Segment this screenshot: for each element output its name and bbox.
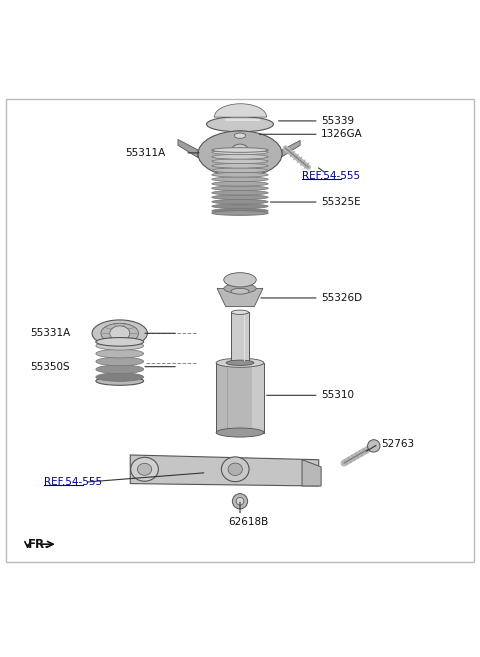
Ellipse shape xyxy=(92,320,147,347)
Ellipse shape xyxy=(96,373,144,381)
Circle shape xyxy=(236,497,244,505)
Polygon shape xyxy=(302,460,321,486)
Ellipse shape xyxy=(224,284,256,293)
Polygon shape xyxy=(282,141,300,157)
Ellipse shape xyxy=(96,365,144,374)
Ellipse shape xyxy=(230,144,250,164)
Text: 55331A: 55331A xyxy=(30,328,70,338)
Text: 52763: 52763 xyxy=(381,439,414,449)
Ellipse shape xyxy=(96,342,144,350)
Ellipse shape xyxy=(235,148,245,160)
Ellipse shape xyxy=(96,338,144,346)
Ellipse shape xyxy=(212,154,268,159)
Text: 1326GA: 1326GA xyxy=(321,129,363,139)
Text: 55326D: 55326D xyxy=(321,293,362,303)
Circle shape xyxy=(232,493,248,509)
Text: 55339: 55339 xyxy=(321,116,354,126)
Polygon shape xyxy=(216,363,264,432)
Ellipse shape xyxy=(212,204,268,209)
Ellipse shape xyxy=(212,195,268,200)
Ellipse shape xyxy=(206,116,274,132)
Ellipse shape xyxy=(212,164,268,168)
Ellipse shape xyxy=(212,172,268,177)
Ellipse shape xyxy=(137,463,152,475)
Polygon shape xyxy=(130,455,319,486)
Ellipse shape xyxy=(212,211,268,215)
Ellipse shape xyxy=(212,148,268,152)
Ellipse shape xyxy=(212,191,268,195)
Ellipse shape xyxy=(216,358,264,367)
Ellipse shape xyxy=(231,288,249,294)
Text: 55325E: 55325E xyxy=(321,197,361,207)
Ellipse shape xyxy=(212,208,268,213)
Ellipse shape xyxy=(96,376,144,385)
Text: REF.54-555: REF.54-555 xyxy=(302,171,360,181)
Text: FR.: FR. xyxy=(28,537,49,551)
Polygon shape xyxy=(178,139,198,158)
Ellipse shape xyxy=(234,133,246,139)
Ellipse shape xyxy=(212,200,268,204)
Ellipse shape xyxy=(212,150,268,154)
Ellipse shape xyxy=(198,131,282,177)
Ellipse shape xyxy=(229,131,251,141)
Text: REF.54-555: REF.54-555 xyxy=(44,477,102,487)
Ellipse shape xyxy=(212,159,268,164)
Text: 55311A: 55311A xyxy=(125,148,166,158)
Ellipse shape xyxy=(212,168,268,173)
Ellipse shape xyxy=(228,463,242,476)
Ellipse shape xyxy=(226,360,254,365)
Ellipse shape xyxy=(110,326,130,340)
Ellipse shape xyxy=(96,357,144,366)
Text: 55310: 55310 xyxy=(321,390,354,400)
Text: 55350S: 55350S xyxy=(30,361,70,372)
Ellipse shape xyxy=(96,350,144,358)
Ellipse shape xyxy=(212,177,268,181)
Text: 62618B: 62618B xyxy=(228,517,268,527)
Ellipse shape xyxy=(221,457,249,482)
Polygon shape xyxy=(217,288,263,307)
Polygon shape xyxy=(252,365,264,430)
Circle shape xyxy=(368,440,380,452)
Ellipse shape xyxy=(212,186,268,191)
Ellipse shape xyxy=(224,273,256,287)
Ellipse shape xyxy=(216,428,264,437)
Ellipse shape xyxy=(212,181,268,186)
Polygon shape xyxy=(231,312,249,363)
Ellipse shape xyxy=(131,457,158,481)
Ellipse shape xyxy=(231,310,249,315)
Ellipse shape xyxy=(101,323,139,344)
